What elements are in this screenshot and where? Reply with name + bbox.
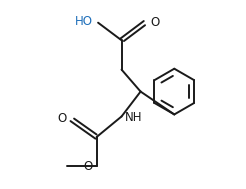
Text: O: O	[83, 160, 92, 173]
Text: NH: NH	[125, 111, 143, 124]
Text: HO: HO	[75, 15, 93, 28]
Text: O: O	[150, 16, 159, 29]
Text: O: O	[58, 112, 67, 125]
